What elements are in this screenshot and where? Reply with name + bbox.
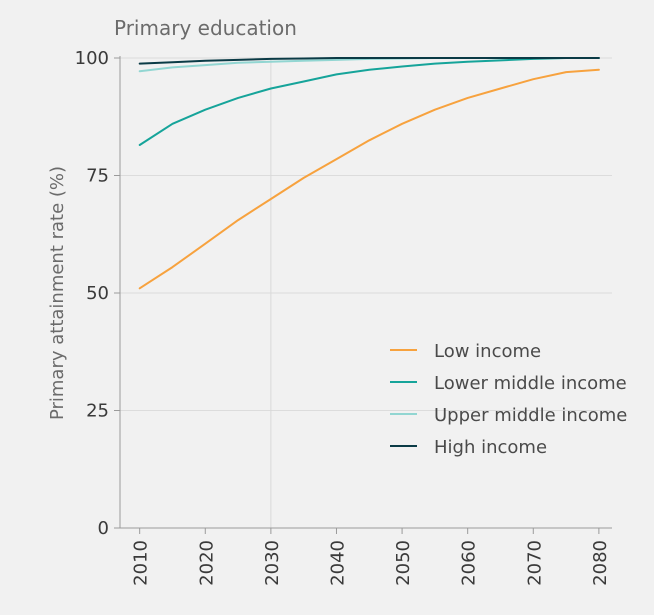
x-tick-label-2020: 2020: [196, 540, 217, 586]
y-axis-ticks: 0 25 50 75 100: [75, 48, 120, 539]
x-tick-label-2080: 2080: [590, 540, 611, 586]
legend-label-upper-middle-income: Upper middle income: [434, 405, 627, 426]
y-tick-label-75: 75: [86, 166, 109, 187]
y-tick-label-0: 0: [98, 518, 109, 539]
x-tick-label-2050: 2050: [393, 540, 414, 586]
legend-label-high-income: High income: [434, 437, 547, 458]
y-tick-label-25: 25: [86, 401, 109, 422]
x-tick-label-2010: 2010: [131, 540, 152, 586]
series-line-lower-middle-income: [138, 57, 600, 146]
series-line-low-income: [138, 68, 600, 290]
x-tick-label-2060: 2060: [459, 540, 480, 586]
series-lines: [138, 57, 600, 290]
axes: [119, 56, 612, 529]
x-tick-label-2030: 2030: [262, 540, 283, 586]
chart-title: Primary education: [114, 16, 297, 40]
y-tick-label-50: 50: [86, 283, 109, 304]
x-tick-label-2040: 2040: [327, 540, 348, 586]
legend-label-low-income: Low income: [434, 341, 541, 362]
x-axis-ticks: 2010 2020 2030 2040 2050 2060 2070 2080: [131, 528, 611, 586]
legend-label-lower-middle-income: Lower middle income: [434, 373, 627, 394]
y-tick-label-100: 100: [75, 48, 109, 69]
legend: Low income Lower middle income Upper middl…: [390, 341, 627, 458]
series-line-high-income: [138, 57, 600, 65]
x-tick-label-2070: 2070: [524, 540, 545, 586]
y-axis-label: Primary attainment rate (%): [47, 166, 68, 420]
